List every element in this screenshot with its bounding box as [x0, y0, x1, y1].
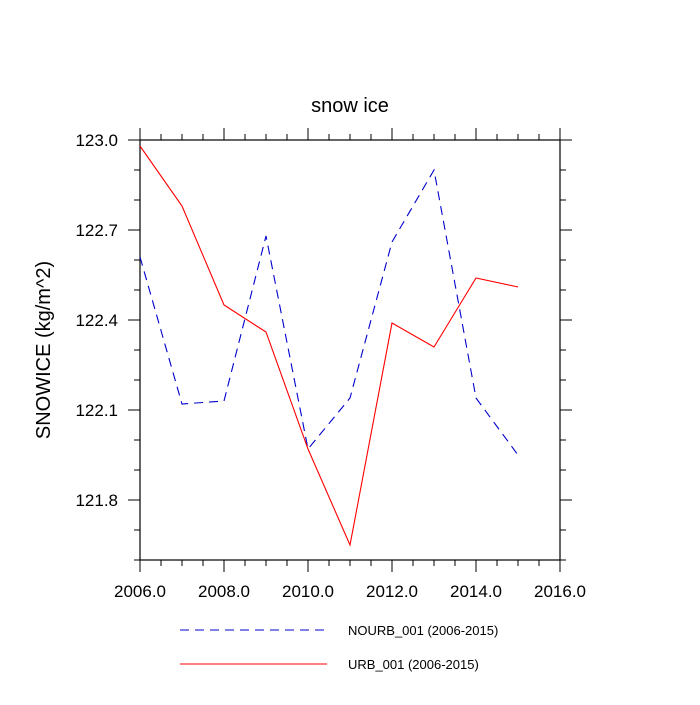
x-tick-label: 2010.0 [282, 582, 334, 601]
y-tick-label: 121.8 [75, 491, 118, 510]
y-tick-label: 122.1 [75, 401, 118, 420]
plot-frame [139, 139, 561, 561]
x-tick-label: 2014.0 [450, 582, 502, 601]
x-tick-label: 2016.0 [534, 582, 586, 601]
y-tick-label: 123.0 [75, 131, 118, 150]
x-tick-label: 2006.0 [114, 582, 166, 601]
series-line-2 [139, 145, 519, 547]
x-tick-label: 2008.0 [198, 582, 250, 601]
chart-title: snow ice [311, 95, 389, 117]
series-line-1 [139, 168, 519, 456]
x-tick-label: 2012.0 [366, 582, 418, 601]
y-axis-label: SNOWICE (kg/m^2) [33, 261, 55, 439]
y-tick-label: 122.7 [75, 221, 118, 240]
legend-label-2: URB_001 (2006-2015) [348, 657, 479, 672]
axes: 2006.0 2008.0 2010.0 2012.0 2014.0 2016.0 121.… [75, 128, 586, 601]
series-lines [139, 145, 519, 547]
legend: NOURB_001 (2006-2015) URB_001 (2006-2015) [180, 623, 498, 672]
legend-label-1: NOURB_001 (2006-2015) [348, 623, 498, 638]
y-tick-label: 122.4 [75, 311, 118, 330]
